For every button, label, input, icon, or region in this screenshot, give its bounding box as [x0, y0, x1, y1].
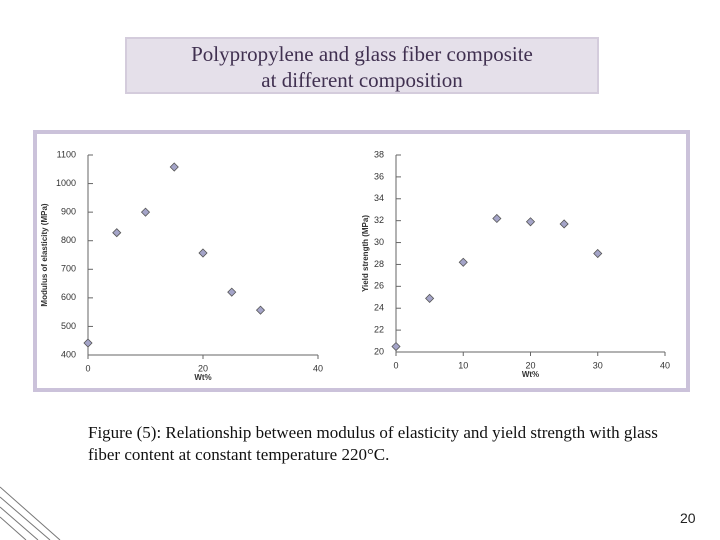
- y-tick-label: 38: [374, 149, 384, 159]
- deco-line: [0, 516, 27, 540]
- y-tick-label: 1100: [57, 149, 76, 159]
- y-tick-label: 24: [374, 303, 384, 313]
- page-number: 20: [680, 510, 696, 526]
- y-tick-label: 30: [374, 237, 384, 247]
- point: [593, 248, 603, 259]
- point: [559, 219, 569, 229]
- y-tick-label: 500: [61, 321, 76, 331]
- point: [492, 213, 502, 224]
- point: [391, 341, 401, 352]
- deco-line: [0, 496, 51, 540]
- y-tick-label: 800: [61, 235, 76, 245]
- point: [112, 228, 122, 238]
- deco-line: [0, 486, 61, 540]
- point: [198, 248, 208, 258]
- point: [525, 217, 536, 227]
- chart-frame: [33, 130, 690, 392]
- x-tick-label: 20: [525, 360, 535, 370]
- y-tick-label: 400: [61, 349, 76, 359]
- x-tick-label: 0: [85, 363, 90, 373]
- x-tick-label: 40: [313, 363, 323, 373]
- x-tick-label: 10: [458, 360, 468, 370]
- title-box: Polypropylene and glass fiber composite …: [125, 37, 599, 94]
- y-tick-label: 22: [374, 324, 384, 334]
- title-line: at different composition: [261, 68, 463, 92]
- point: [169, 162, 179, 172]
- point: [227, 287, 237, 297]
- y-tick-label: 20: [374, 346, 384, 356]
- y-tick-label: 900: [61, 207, 76, 217]
- point: [458, 257, 468, 267]
- x-axis-label: Wt%: [194, 373, 211, 382]
- point: [140, 207, 151, 217]
- y-tick-label: 1000: [56, 178, 76, 188]
- caption: Figure (5): Relationship between modulus…: [88, 423, 658, 464]
- title-line: Polypropylene and glass fiber composite: [191, 42, 533, 66]
- y-tick-label: 32: [374, 215, 384, 225]
- x-tick-label: 20: [198, 363, 208, 373]
- point: [255, 305, 266, 315]
- point: [83, 338, 93, 348]
- deco-line: [0, 506, 39, 540]
- x-tick-label: 0: [393, 360, 398, 370]
- y-tick-label: 700: [61, 264, 76, 274]
- y-tick-label: 28: [374, 259, 384, 269]
- y-axis-label: Yield strength (MPa): [361, 215, 370, 292]
- x-tick-label: 30: [593, 360, 603, 370]
- x-axis-label: Wt%: [522, 370, 539, 379]
- decoration: [0, 486, 61, 540]
- y-axis-label: Modulus of elasticity (MPa): [40, 203, 49, 306]
- y-tick-label: 26: [374, 281, 384, 291]
- x-tick-label: 40: [660, 360, 670, 370]
- y-tick-label: 36: [374, 171, 384, 181]
- y-tick-label: 600: [61, 292, 76, 302]
- point: [425, 293, 435, 303]
- y-tick-label: 34: [374, 193, 384, 203]
